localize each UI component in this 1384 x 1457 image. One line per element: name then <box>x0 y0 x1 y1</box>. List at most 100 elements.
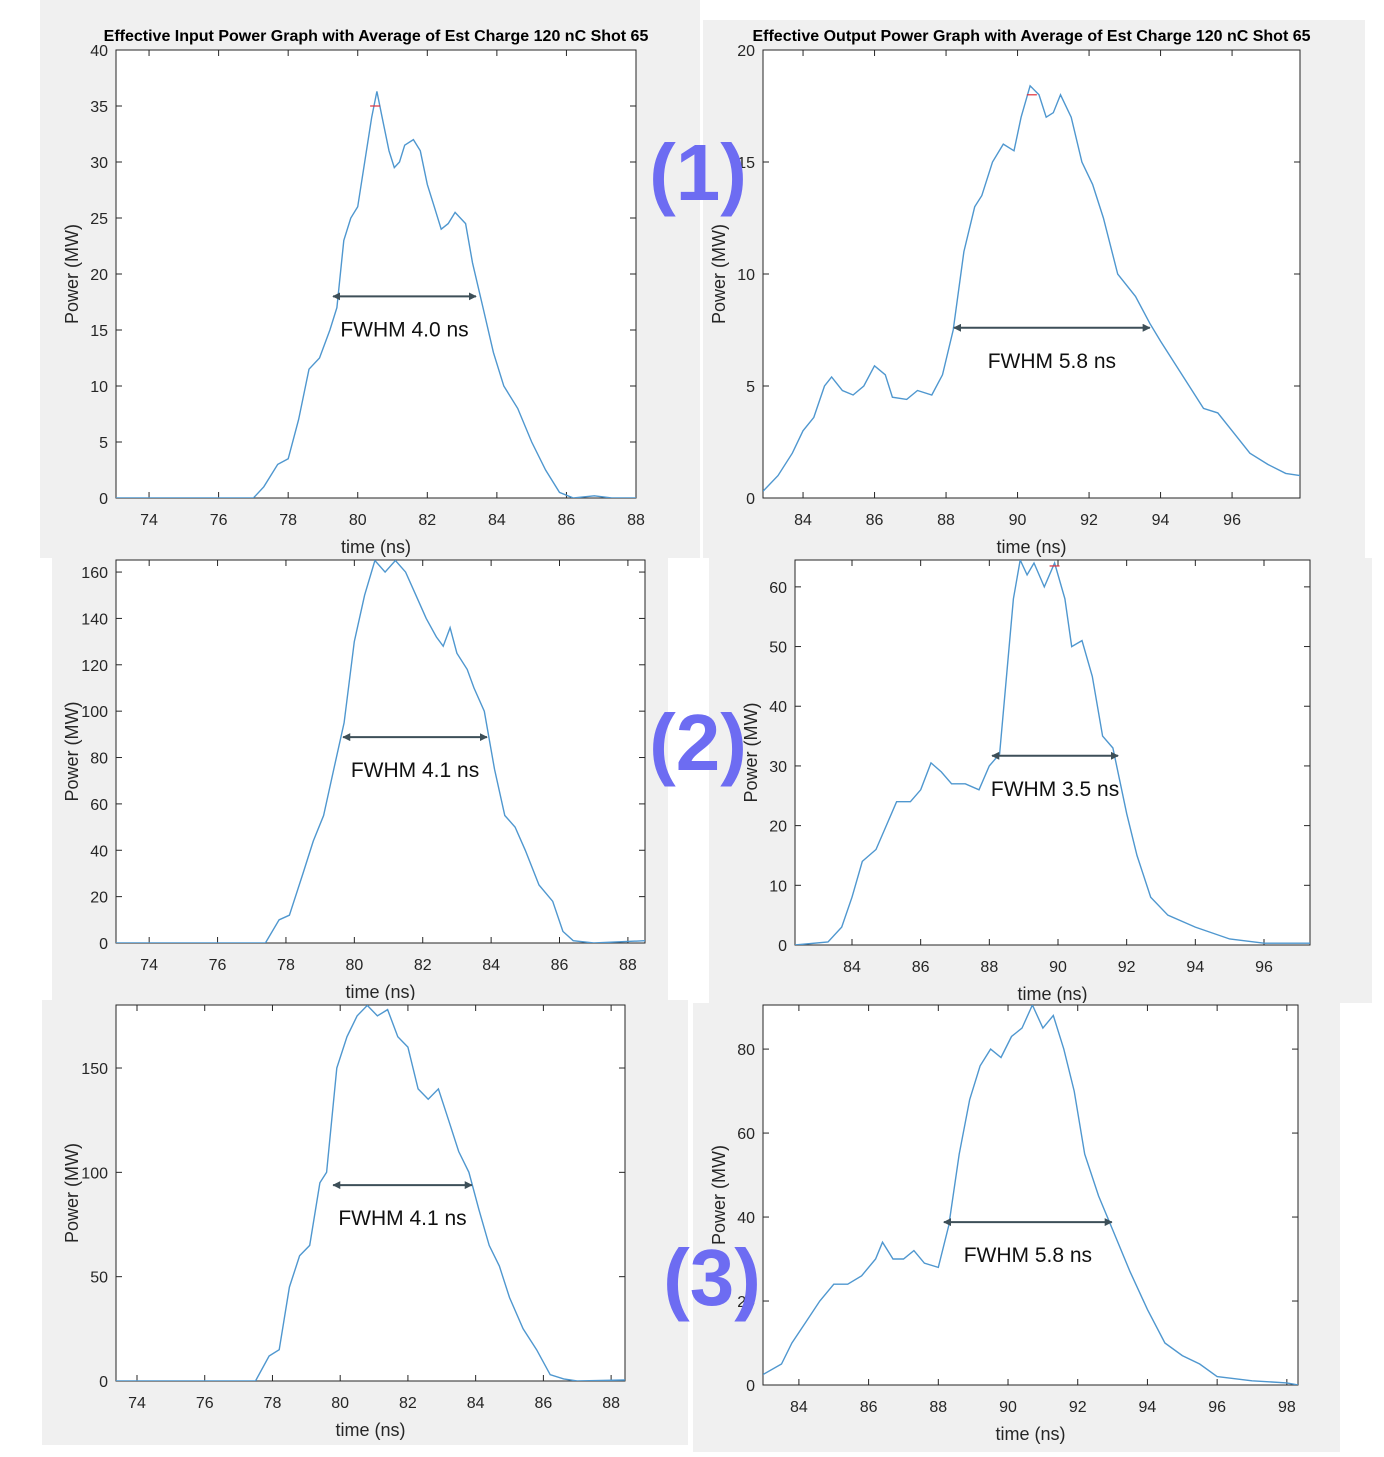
y-tick-label: 40 <box>90 43 108 60</box>
y-axis-label: Power (MW) <box>741 703 761 803</box>
y-tick-label: 120 <box>81 658 108 675</box>
x-tick-label: 84 <box>794 512 812 529</box>
x-tick-label: 74 <box>140 512 158 529</box>
data-line <box>116 560 645 943</box>
x-axis-label: time (ns) <box>335 1420 405 1440</box>
y-axis-label: Power (MW) <box>62 224 82 324</box>
x-tick-label: 74 <box>140 957 158 974</box>
x-tick-label: 86 <box>866 512 884 529</box>
x-tick-label: 84 <box>843 959 861 976</box>
y-tick-label: 20 <box>737 43 755 60</box>
x-axis-label: time (ns) <box>1017 984 1087 1004</box>
fwhm-annotation: FWHM 4.0 ns <box>340 318 468 341</box>
x-tick-label: 80 <box>345 957 363 974</box>
y-tick-label: 160 <box>81 565 108 582</box>
x-tick-label: 88 <box>980 959 998 976</box>
x-tick-label: 78 <box>277 957 295 974</box>
x-tick-label: 76 <box>196 1395 214 1412</box>
y-tick-label: 5 <box>746 379 755 396</box>
x-axis-label: time (ns) <box>996 537 1066 557</box>
x-tick-label: 94 <box>1139 1399 1157 1416</box>
x-tick-label: 82 <box>414 957 432 974</box>
x-tick-label: 92 <box>1069 1399 1087 1416</box>
y-tick-label: 35 <box>90 99 108 116</box>
x-tick-label: 88 <box>937 512 955 529</box>
y-tick-label: 30 <box>90 155 108 172</box>
data-line <box>763 84 1300 492</box>
fwhm-annotation: FWHM 4.1 ns <box>338 1207 466 1230</box>
x-tick-label: 86 <box>912 959 930 976</box>
y-tick-label: 50 <box>769 640 787 657</box>
y-tick-label: 40 <box>90 843 108 860</box>
x-tick-label: 74 <box>128 1395 146 1412</box>
y-tick-label: 80 <box>90 751 108 768</box>
y-tick-label: 0 <box>746 1378 755 1395</box>
y-tick-label: 10 <box>769 878 787 895</box>
y-tick-label: 0 <box>99 491 108 508</box>
x-tick-label: 94 <box>1186 959 1204 976</box>
plot-area <box>794 559 1311 946</box>
x-tick-label: 84 <box>482 957 500 974</box>
y-axis-label: Power (MW) <box>62 702 82 802</box>
data-line <box>116 91 636 498</box>
x-tick-label: 98 <box>1278 1399 1296 1416</box>
y-tick-label: 15 <box>90 323 108 340</box>
y-tick-label: 20 <box>90 890 108 907</box>
plot-area <box>762 49 1301 499</box>
y-tick-label: 10 <box>737 267 755 284</box>
x-tick-label: 90 <box>1009 512 1027 529</box>
x-axis-label: time (ns) <box>345 982 415 1002</box>
fwhm-annotation: FWHM 3.5 ns <box>991 778 1119 801</box>
panel-label: (3) <box>663 1233 761 1322</box>
y-tick-label: 0 <box>99 936 108 953</box>
y-tick-label: 5 <box>99 435 108 452</box>
x-tick-label: 96 <box>1223 512 1241 529</box>
x-tick-label: 90 <box>1049 959 1067 976</box>
y-tick-label: 0 <box>99 1374 108 1391</box>
x-tick-label: 80 <box>331 1395 349 1412</box>
x-tick-label: 86 <box>551 957 569 974</box>
x-tick-label: 88 <box>929 1399 947 1416</box>
x-tick-label: 88 <box>602 1395 620 1412</box>
y-tick-label: 150 <box>81 1061 108 1078</box>
y-tick-label: 80 <box>737 1042 755 1059</box>
x-tick-label: 84 <box>790 1399 808 1416</box>
y-tick-label: 60 <box>737 1126 755 1143</box>
y-tick-label: 30 <box>769 759 787 776</box>
y-tick-label: 25 <box>90 211 108 228</box>
plot-area <box>762 1004 1299 1386</box>
y-tick-label: 100 <box>81 1165 108 1182</box>
x-axis-label: time (ns) <box>341 537 411 557</box>
y-tick-label: 60 <box>769 580 787 597</box>
y-axis-label: Power (MW) <box>709 224 729 324</box>
x-tick-label: 88 <box>619 957 637 974</box>
x-tick-label: 86 <box>534 1395 552 1412</box>
data-line <box>763 1005 1298 1385</box>
panel-label: (2) <box>649 698 747 787</box>
x-tick-label: 86 <box>860 1399 878 1416</box>
x-tick-label: 92 <box>1080 512 1098 529</box>
x-tick-label: 84 <box>467 1395 485 1412</box>
y-axis-label: Power (MW) <box>709 1145 729 1245</box>
y-tick-label: 60 <box>90 797 108 814</box>
x-tick-label: 90 <box>999 1399 1017 1416</box>
x-tick-label: 94 <box>1152 512 1170 529</box>
x-tick-label: 84 <box>488 512 506 529</box>
x-tick-label: 82 <box>399 1395 417 1412</box>
x-tick-label: 80 <box>349 512 367 529</box>
plot-area <box>115 559 646 944</box>
x-tick-label: 96 <box>1208 1399 1226 1416</box>
plot-area <box>115 1004 626 1382</box>
y-tick-label: 40 <box>769 699 787 716</box>
y-tick-label: 50 <box>90 1270 108 1287</box>
data-line <box>795 560 1310 945</box>
y-tick-label: 20 <box>769 819 787 836</box>
x-axis-label: time (ns) <box>995 1424 1065 1444</box>
y-axis-label: Power (MW) <box>62 1143 82 1243</box>
y-tick-label: 0 <box>778 938 787 955</box>
y-tick-label: 0 <box>746 491 755 508</box>
chart-title: Effective Input Power Graph with Average… <box>104 28 649 45</box>
y-tick-label: 140 <box>81 611 108 628</box>
x-tick-label: 76 <box>209 957 227 974</box>
fwhm-annotation: FWHM 4.1 ns <box>351 759 479 782</box>
